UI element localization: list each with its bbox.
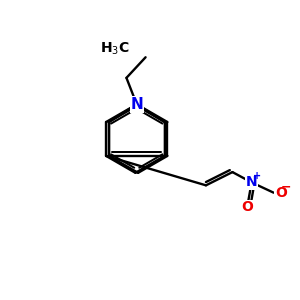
Text: +: + [253,171,261,181]
Text: N: N [130,97,143,112]
Text: N: N [246,176,257,189]
Text: O: O [275,186,287,200]
Text: O: O [241,200,253,214]
Text: −: − [281,180,291,193]
Text: H$_3$C: H$_3$C [100,40,129,57]
